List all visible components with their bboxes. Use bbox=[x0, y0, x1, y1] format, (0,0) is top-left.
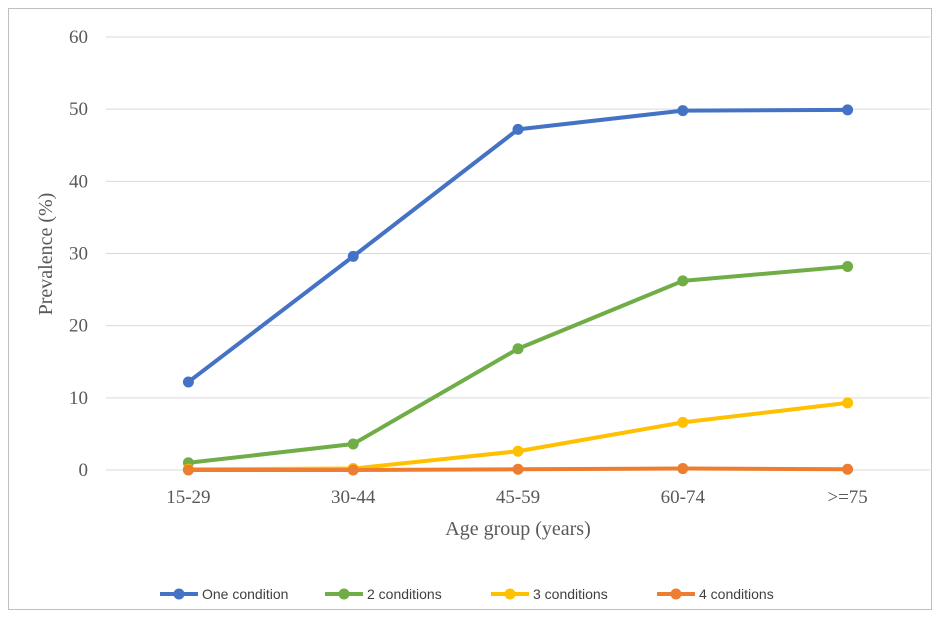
y-tick-label: 0 bbox=[79, 460, 89, 481]
legend-item: 2 conditions bbox=[325, 586, 442, 602]
legend-item: 3 conditions bbox=[491, 586, 608, 602]
series-2 bbox=[182, 260, 854, 469]
x-tick-label: >=75 bbox=[827, 487, 867, 508]
y-tick-label: 20 bbox=[69, 316, 88, 337]
legend-label: 3 conditions bbox=[533, 586, 608, 602]
legend-swatch-marker bbox=[670, 588, 682, 600]
legend: One condition 2 conditions 3 conditions 4 c… bbox=[160, 586, 774, 602]
y-tick-label: 60 bbox=[69, 27, 88, 48]
x-tick-label: 60-74 bbox=[661, 487, 706, 508]
data-point bbox=[677, 416, 689, 428]
series-4 bbox=[182, 463, 854, 476]
x-axis-title: Age group (years) bbox=[445, 518, 591, 540]
data-point bbox=[677, 105, 689, 117]
data-point bbox=[842, 397, 854, 409]
legend-item: 4 conditions bbox=[657, 586, 774, 602]
legend-label: One condition bbox=[202, 586, 288, 602]
legend-swatch-marker bbox=[504, 588, 516, 600]
data-point bbox=[677, 275, 689, 287]
gridlines bbox=[106, 36, 930, 471]
series-lines bbox=[182, 104, 854, 476]
data-point bbox=[512, 343, 524, 355]
y-tick-label: 10 bbox=[69, 388, 88, 409]
series-line bbox=[186, 107, 850, 384]
x-tick-label: 30-44 bbox=[331, 487, 376, 508]
x-tick-label: 15-29 bbox=[166, 487, 210, 508]
series-line bbox=[186, 264, 850, 465]
y-tick-label: 30 bbox=[69, 244, 88, 265]
series-1 bbox=[182, 104, 854, 388]
data-point bbox=[512, 463, 524, 475]
series-line bbox=[186, 400, 850, 472]
data-point bbox=[842, 260, 854, 272]
y-tick-label: 40 bbox=[69, 171, 88, 192]
x-axis-ticks: 15-29 30-44 45-59 60-74 >=75 bbox=[166, 487, 868, 508]
legend-label: 2 conditions bbox=[367, 586, 442, 602]
data-point bbox=[347, 250, 359, 262]
data-point bbox=[512, 445, 524, 457]
y-axis-title: Prevalence (%) bbox=[35, 193, 57, 316]
data-point bbox=[182, 376, 194, 388]
y-tick-label: 50 bbox=[69, 99, 88, 120]
data-point bbox=[512, 123, 524, 135]
data-point bbox=[842, 463, 854, 475]
data-point bbox=[347, 438, 359, 450]
data-point bbox=[347, 464, 359, 476]
legend-label: 4 conditions bbox=[699, 586, 774, 602]
series-3 bbox=[182, 397, 854, 475]
legend-swatch-marker bbox=[338, 588, 350, 600]
y-axis-ticks: 0 10 20 30 40 50 60 bbox=[69, 27, 88, 481]
data-point bbox=[842, 104, 854, 116]
legend-item: One condition bbox=[160, 586, 288, 602]
x-tick-label: 45-59 bbox=[496, 487, 540, 508]
data-point bbox=[182, 464, 194, 476]
data-point bbox=[677, 463, 689, 475]
legend-swatch-marker bbox=[173, 588, 185, 600]
